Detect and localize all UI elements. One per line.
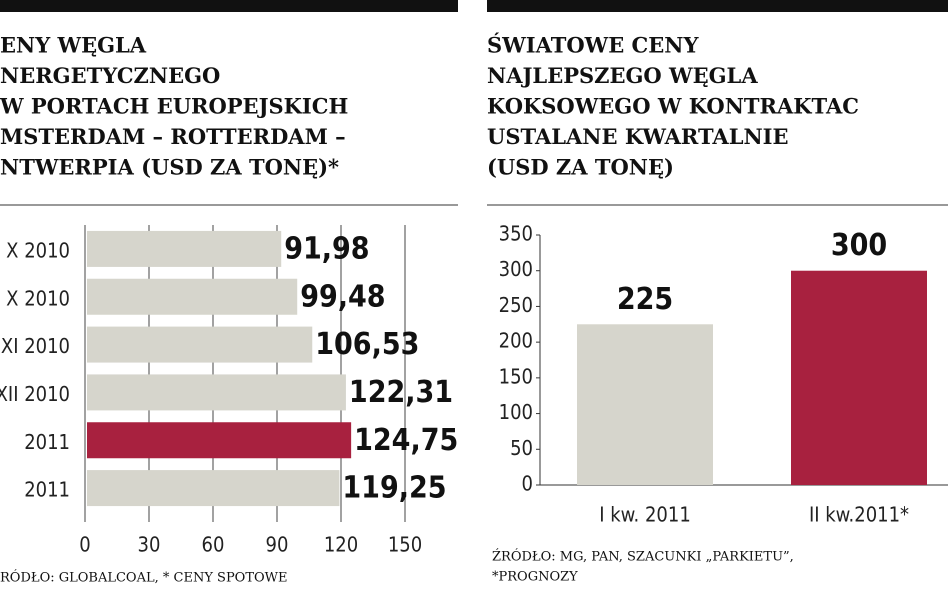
x-tick-label: II kw.2011*: [809, 503, 909, 527]
y-tick-label: 150: [499, 364, 533, 388]
y-tick-label: 200: [499, 329, 533, 353]
chart-title: NERGETYCZNEGO: [0, 63, 220, 88]
bar: [87, 230, 282, 267]
bar: [791, 270, 927, 485]
y-tick-label: 50: [510, 436, 533, 460]
y-tick-label: 2011: [24, 430, 70, 454]
bar: [577, 324, 713, 485]
x-tick-label: 120: [324, 533, 358, 557]
value-label: 99,48: [300, 279, 385, 314]
x-tick-label: 150: [388, 533, 422, 557]
source-note: ŹRÓDŁO: MG, PAN, SZACUNKI „PARKIETU”,: [492, 548, 794, 565]
x-tick-label: 30: [138, 533, 161, 557]
y-tick-label: 0: [522, 472, 533, 496]
header-bar: [487, 0, 948, 12]
bar: [87, 422, 352, 459]
x-tick-label: 90: [266, 533, 289, 557]
bar: [87, 470, 340, 507]
chart-title: NAJLEPSZEGO WĘGLA: [487, 63, 758, 88]
header-bar: [0, 0, 458, 12]
y-tick-label: 350: [499, 222, 533, 246]
x-tick-label: 60: [202, 533, 225, 557]
value-label: 122,31: [349, 375, 453, 410]
chart-title: NTWERPIA (USD ZA TONĘ)*: [0, 155, 339, 180]
chart-title: W PORTACH EUROPEJSKICH: [0, 94, 348, 119]
value-label: 106,53: [315, 327, 419, 362]
y-tick-label: XI 2010: [1, 334, 70, 358]
x-tick-label: 0: [79, 533, 90, 557]
bar: [87, 374, 346, 411]
x-tick-label: I kw. 2011: [599, 503, 691, 527]
chart-title: MSTERDAM – ROTTERDAM –: [0, 124, 346, 149]
bar: [87, 278, 298, 315]
y-tick-label: X 2010: [6, 286, 70, 310]
y-tick-label: 250: [499, 293, 533, 317]
y-tick-label: 2011: [24, 478, 70, 502]
y-tick-label: 300: [499, 257, 533, 281]
value-label: 300: [831, 228, 887, 263]
value-label: 119,25: [342, 471, 446, 506]
source-note: *PROGNOZY: [492, 570, 578, 585]
chart-title: USTALANE KWARTALNIE: [487, 124, 789, 149]
chart-title: KOKSOWEGO W KONTRAKTAC: [487, 94, 859, 119]
y-tick-label: 100: [499, 400, 533, 424]
source-note: RÓDŁO: GLOBALCOAL, * CENY SPOTOWE: [0, 569, 288, 586]
value-label: 91,98: [284, 231, 369, 266]
chart-title: (USD ZA TONĘ): [487, 155, 674, 180]
bar: [87, 326, 313, 363]
y-tick-label: XII 2010: [0, 382, 70, 406]
chart-title: ENY WĘGLA: [0, 33, 147, 58]
chart-title: ŚWIATOWE CENY: [487, 33, 699, 58]
y-tick-label: X 2010: [6, 238, 70, 262]
value-label: 225: [617, 282, 673, 317]
value-label: 124,75: [354, 423, 458, 458]
